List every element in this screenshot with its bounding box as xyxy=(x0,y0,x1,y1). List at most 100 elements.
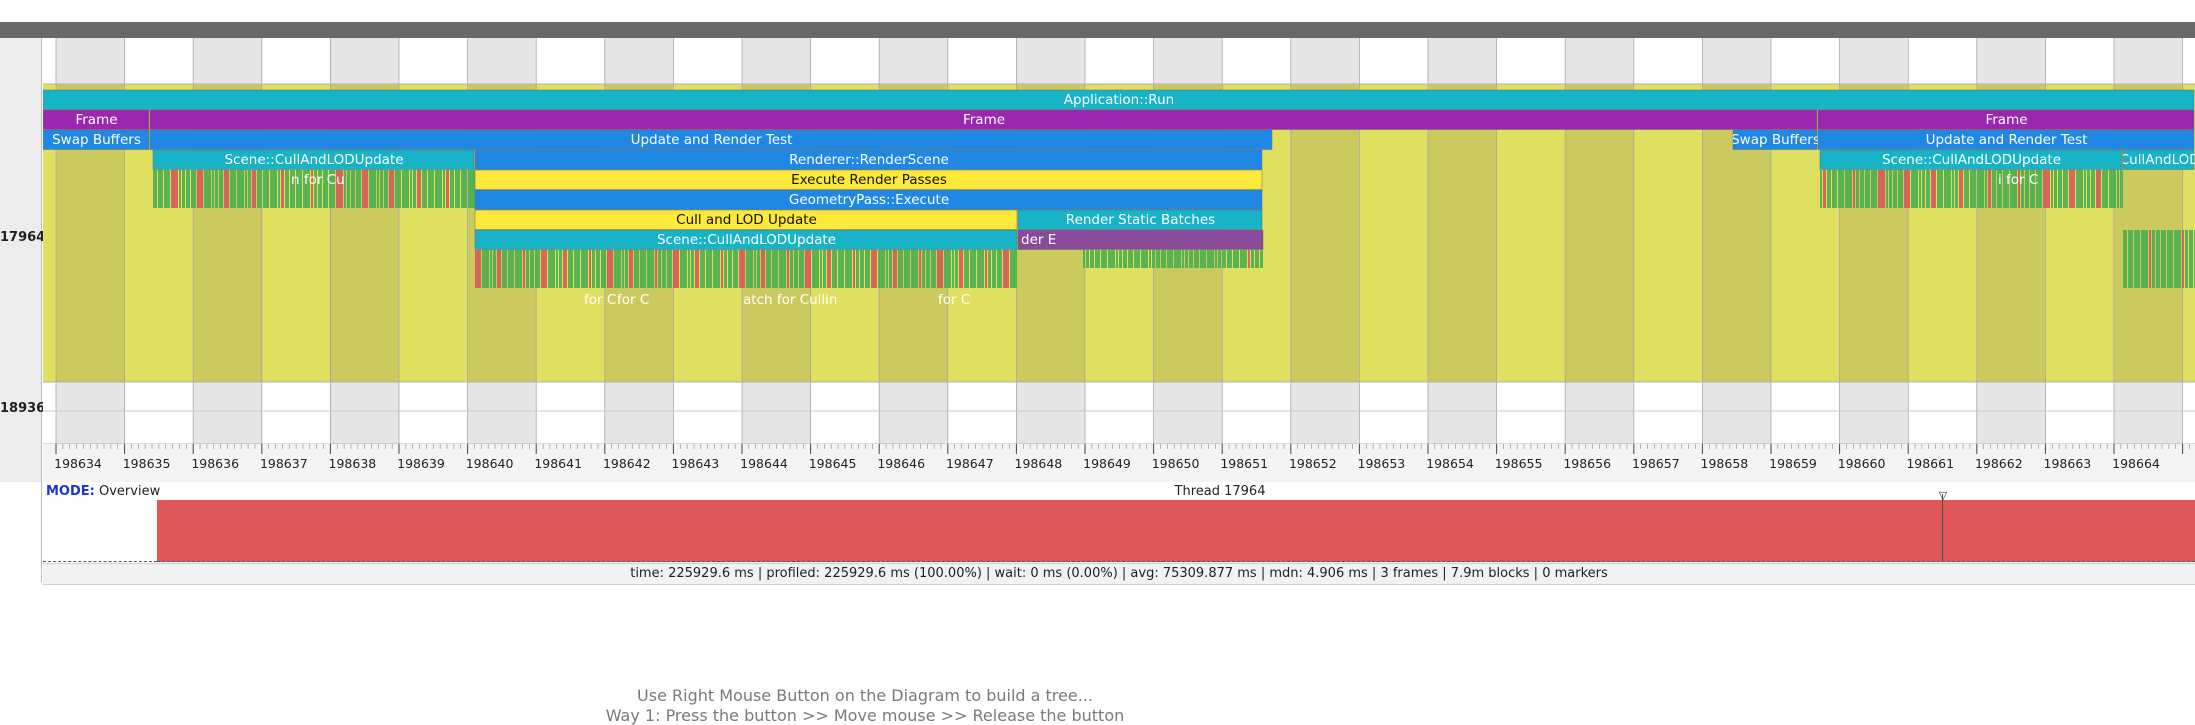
child-block[interactable] xyxy=(695,250,699,288)
child-block[interactable] xyxy=(658,250,661,288)
child-block[interactable] xyxy=(964,250,969,288)
child-block[interactable] xyxy=(1919,170,1921,208)
child-block[interactable] xyxy=(1128,250,1133,268)
child-block[interactable] xyxy=(263,170,269,208)
child-block[interactable] xyxy=(853,250,855,288)
child-block[interactable] xyxy=(568,250,573,288)
child-block[interactable] xyxy=(898,250,903,288)
child-block[interactable] xyxy=(2084,170,2086,208)
child-block[interactable] xyxy=(541,250,547,288)
child-block[interactable] xyxy=(450,170,454,208)
child-block[interactable] xyxy=(329,170,335,208)
child-block[interactable] xyxy=(1116,250,1118,268)
child-block[interactable] xyxy=(318,170,322,208)
child-block[interactable] xyxy=(728,250,732,288)
child-block[interactable] xyxy=(1856,170,1859,208)
child-block[interactable] xyxy=(455,170,460,208)
child-block[interactable] xyxy=(502,250,507,288)
child-block[interactable] xyxy=(629,250,633,288)
child-block[interactable] xyxy=(347,170,350,208)
child-block[interactable] xyxy=(2109,170,2116,208)
child-block[interactable] xyxy=(688,250,690,288)
child-block[interactable] xyxy=(581,250,588,288)
block-render-static-batches[interactable]: Render Static Batches xyxy=(1017,209,1263,230)
child-block[interactable] xyxy=(1010,250,1017,288)
block-geometry-pass-execute[interactable]: GeometryPass::Execute xyxy=(474,189,1263,210)
child-block[interactable] xyxy=(530,250,534,288)
block-scene-cull-1[interactable]: Scene::CullAndLODUpdate xyxy=(152,149,475,170)
child-block[interactable] xyxy=(548,250,555,288)
child-block[interactable] xyxy=(2063,170,2068,208)
child-block[interactable] xyxy=(799,250,804,288)
child-block[interactable] xyxy=(1149,250,1151,268)
child-block[interactable] xyxy=(574,250,580,288)
child-block[interactable] xyxy=(497,250,501,288)
child-block[interactable] xyxy=(1222,250,1226,268)
child-block[interactable] xyxy=(691,250,694,288)
child-block[interactable] xyxy=(2123,230,2127,288)
child-block[interactable] xyxy=(1886,170,1888,208)
child-block[interactable] xyxy=(2087,170,2090,208)
child-block[interactable] xyxy=(1865,170,1870,208)
child-block[interactable] xyxy=(827,250,831,288)
child-block[interactable] xyxy=(655,250,657,288)
child-block[interactable] xyxy=(1838,170,1844,208)
child-block[interactable] xyxy=(410,170,412,208)
child-block[interactable] xyxy=(1937,170,1943,208)
child-block[interactable] xyxy=(970,250,976,288)
child-block[interactable] xyxy=(647,250,654,288)
child-block[interactable] xyxy=(845,250,852,288)
child-block[interactable] xyxy=(592,250,595,288)
child-block[interactable] xyxy=(790,250,793,288)
child-block[interactable] xyxy=(413,170,416,208)
child-block[interactable] xyxy=(1860,170,1864,208)
thread-label-17964[interactable]: 17964 xyxy=(0,230,46,245)
child-block[interactable] xyxy=(526,250,529,288)
child-block[interactable] xyxy=(1977,170,1984,208)
child-block[interactable] xyxy=(153,170,157,208)
child-block[interactable] xyxy=(889,250,892,288)
block-scene-cull-2[interactable]: Scene::CullAndLODUpdate xyxy=(1819,149,2123,170)
child-block[interactable] xyxy=(2128,230,2133,288)
child-block[interactable] xyxy=(1123,250,1127,268)
child-block[interactable] xyxy=(278,170,280,208)
child-block[interactable] xyxy=(761,250,765,288)
block-application-run[interactable]: Application::Run xyxy=(43,89,2195,110)
child-block[interactable] xyxy=(2030,170,2035,208)
child-block[interactable] xyxy=(2076,170,2083,208)
overview-empty-region[interactable] xyxy=(43,500,157,562)
child-block[interactable] xyxy=(1240,250,1247,268)
child-block[interactable] xyxy=(667,250,672,288)
child-block[interactable] xyxy=(724,250,727,288)
child-block[interactable] xyxy=(446,170,449,208)
child-block[interactable] xyxy=(805,250,811,288)
child-block[interactable] xyxy=(369,170,376,208)
child-block[interactable] xyxy=(395,170,401,208)
child-block[interactable] xyxy=(197,170,203,208)
child-block[interactable] xyxy=(1926,170,1930,208)
child-block[interactable] xyxy=(1911,170,1918,208)
child-block[interactable] xyxy=(2120,170,2123,208)
child-block[interactable] xyxy=(344,170,346,208)
overview-activity-region[interactable] xyxy=(157,500,2195,562)
child-block[interactable] xyxy=(1255,250,1259,268)
child-block[interactable] xyxy=(1845,170,1852,208)
child-block[interactable] xyxy=(893,250,897,288)
child-block[interactable] xyxy=(922,250,925,288)
child-block[interactable] xyxy=(1174,250,1181,268)
child-block[interactable] xyxy=(303,170,310,208)
child-block[interactable] xyxy=(311,170,313,208)
child-block[interactable] xyxy=(607,250,613,288)
child-block[interactable] xyxy=(733,250,738,288)
child-block[interactable] xyxy=(362,170,368,208)
child-block[interactable] xyxy=(270,170,277,208)
child-block[interactable] xyxy=(296,170,302,208)
child-block[interactable] xyxy=(1215,250,1217,268)
child-block[interactable] xyxy=(1182,250,1184,268)
child-block[interactable] xyxy=(1260,250,1263,268)
child-block[interactable] xyxy=(356,170,361,208)
timeline-diagram[interactable]: Application::Run Frame Frame Frame Swap Buff… xyxy=(43,38,2195,482)
child-block[interactable] xyxy=(911,250,918,288)
child-block[interactable] xyxy=(1964,170,1969,208)
child-block[interactable] xyxy=(535,250,540,288)
